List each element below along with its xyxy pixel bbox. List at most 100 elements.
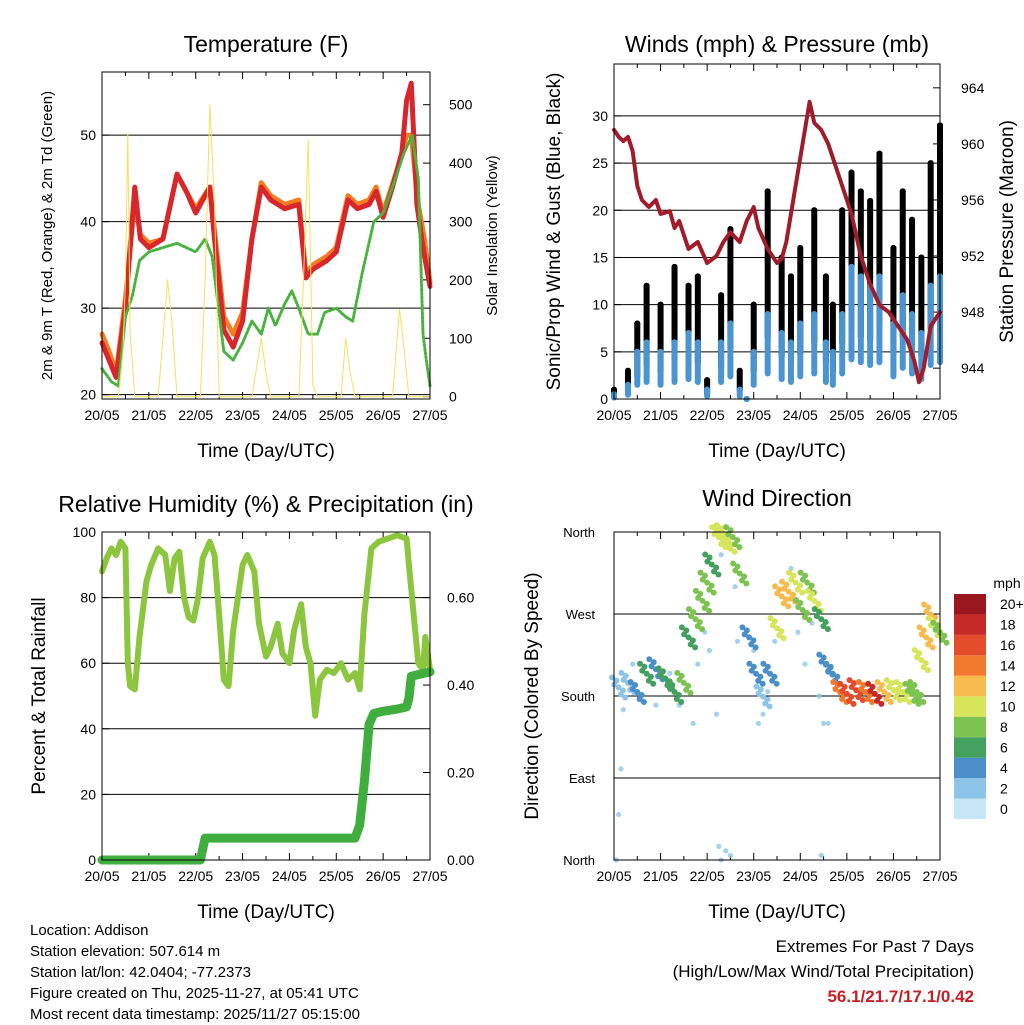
wind-point [857,273,864,280]
legend-label: 4 [1000,760,1008,776]
wind-direction-point [678,672,685,679]
wind-point [927,282,934,289]
wind-direction-point [767,615,774,622]
winds-title: Winds (mph) & Pressure (mb) [625,31,929,57]
wind-direction-point [685,606,692,613]
2m-t-line [99,80,433,380]
wind-direction-point [689,637,696,644]
rh-ylabel: Percent & Total Rainfall [29,597,50,794]
rh-xlabel: Time (Day/UTC) [197,902,335,923]
wind-direction-point [764,696,771,703]
gust-point [829,301,836,308]
wind-direction-point [683,627,690,634]
wind-direction-point [695,661,701,667]
wind-direction-point [869,683,876,690]
wind-direction-point [865,680,872,687]
wind-point [671,339,678,346]
wind-point [787,339,794,346]
wdir-ylabel: Direction (Colored By Speed) [522,572,543,819]
wind-direction-point [921,601,928,608]
wind-direction-point [709,524,716,531]
winds-ylabel: Sonic/Prop Wind & Gust (Blue, Black) [544,73,565,391]
wind-point [718,339,725,346]
wind-direction-point [797,582,804,589]
winds-ytick-label: 15 [592,249,608,265]
wind-direction-point [697,590,704,597]
wind-direction-point [729,534,736,541]
wind-point [778,329,785,336]
wind-direction-point [622,694,629,701]
wind-direction-point [806,617,813,623]
wind-direction-point [811,597,818,604]
gust-point [694,273,701,280]
gust-point [634,320,641,327]
wind-direction-point [755,720,761,726]
wind-direction-point [927,637,934,644]
wind-direction-point [818,852,824,859]
wind-direction-point [822,619,829,626]
wdir-xtick-label: 22/05 [690,868,725,884]
station-elevation: Station elevation: 507.614 m [30,943,221,960]
gust-point [764,188,771,195]
rh-frame [101,531,431,861]
winds-xtick-label: 23/05 [736,407,771,423]
rh-xtick-label: 22/05 [178,868,213,884]
wind-direction-point [792,579,799,586]
wind-point [876,273,883,280]
rh-series-group [97,532,435,865]
gust-point [909,216,916,223]
rh-xtick-label: 20/05 [84,868,119,884]
gust-point [822,273,829,280]
wind-direction-point [922,660,929,667]
temp-ytick-label: 20 [80,387,96,403]
gust-point [899,188,906,195]
wind-direction-point [753,670,760,677]
legend-label: 6 [1000,739,1008,755]
wind-direction-point [685,634,692,641]
wind-direction-point [632,682,639,688]
wind-direction-point [702,551,709,558]
wind-direction-point [627,679,634,685]
wind-direction-point [750,663,757,670]
wind-direction-point [883,677,890,684]
legend-label: 10 [1000,699,1016,715]
wind-direction-point [690,609,697,616]
winds-xtick-label: 21/05 [643,407,678,423]
figure-created: Figure created on Thu, 2025-11-27, at 05… [30,985,359,1002]
rh-ytick-label: 80 [80,590,96,606]
wind-direction-point [613,677,620,684]
legend-swatch [954,594,986,615]
wind-direction-point [743,627,750,634]
wind-direction-point [850,700,857,707]
extremes-box: Extremes For Past 7 Days (High/Low/Max W… [673,934,974,1009]
wdir-ytick-label: North [563,525,595,540]
wind-direction-point [795,629,801,635]
wind-point [685,329,692,336]
wind-direction-point [615,684,622,691]
gust-point [718,292,725,299]
legend-swatch [954,778,986,799]
wind-direction-point [660,668,667,675]
gust-point [797,245,804,252]
rh-title: Relative Humidity (%) & Precipitation (i… [58,491,473,517]
gust-point [848,169,855,176]
wind-direction-point [790,591,797,598]
temp-ytick-label: 50 [80,127,96,143]
wind-direction-point [786,569,793,576]
wind-point [643,339,650,346]
wind-point [839,311,846,318]
temp-ytick-label: 30 [80,300,96,316]
wind-direction-point [804,610,811,616]
winds-series-group [611,99,943,402]
gust-point [643,282,650,289]
rh-xtick-label: 23/05 [225,868,260,884]
rh-ytick-right-label: 0.20 [447,765,474,781]
legend-swatch [954,634,986,656]
rh-xtick-label: 24/05 [272,868,307,884]
temp-xtick-label: 22/05 [178,407,213,423]
legend-label: 2 [1000,780,1008,796]
gust-point [671,263,678,270]
wind-direction-point [848,693,855,700]
legend-swatch [954,737,986,758]
wind-direction-point [640,699,647,705]
